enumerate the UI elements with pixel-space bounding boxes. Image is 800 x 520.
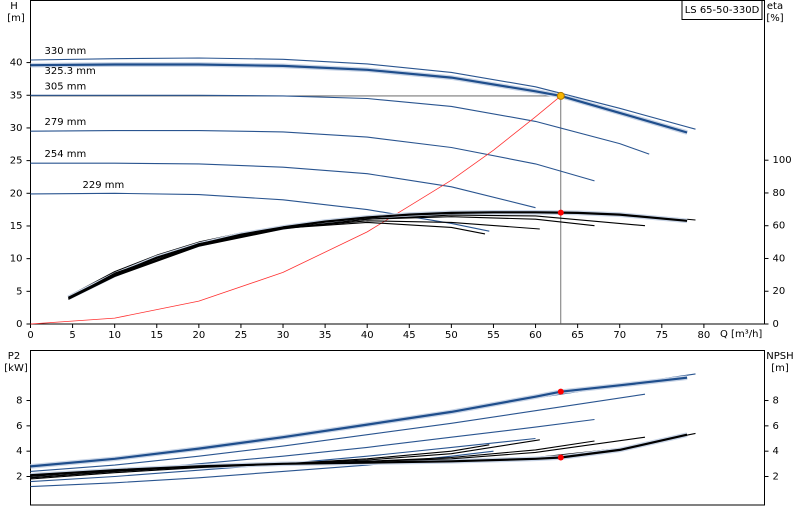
y-tick-label: 20: [10, 188, 23, 199]
curve-label: 279 mm: [45, 117, 87, 128]
curve: [30, 95, 562, 325]
y2-tick-label: 0: [773, 319, 779, 330]
duty-point: [556, 91, 565, 100]
y-tick-label: 10: [10, 254, 23, 265]
curve: [68, 216, 595, 300]
x-tick-label: 75: [655, 330, 668, 341]
curve: [30, 162, 536, 209]
x-tick-label: 25: [235, 330, 248, 341]
x-tick-label: 60: [529, 330, 542, 341]
y2-tick-label: 80: [773, 188, 786, 199]
x-tick-label: 0: [27, 330, 33, 341]
x-tick-label: 50: [445, 330, 458, 341]
curve-label: 254 mm: [45, 149, 87, 160]
x-tick-label: 15: [150, 330, 163, 341]
y-tick-label: 6: [16, 421, 22, 432]
curve-label: 330 mm: [45, 46, 87, 57]
y2-tick-label: 6: [773, 421, 779, 432]
x-tick-label: 20: [192, 330, 205, 341]
top-plot-frame: [30, 0, 765, 325]
y-axis-unit: [m]: [7, 13, 25, 24]
y2-tick-label: 60: [773, 221, 786, 232]
curve-label: 325.3 mm: [45, 66, 96, 77]
y2-tick-label: 8: [773, 396, 779, 407]
y2-tick-label: 20: [773, 286, 786, 297]
y-tick-label: 15: [10, 221, 23, 232]
curve: [30, 444, 490, 480]
y-tick-label: 4: [16, 446, 22, 457]
x-tick-label: 10: [108, 330, 121, 341]
chart-title: LS 65-50-330D: [685, 5, 760, 16]
y2-tick-label: 2: [773, 472, 779, 483]
x-tick-label: 40: [361, 330, 374, 341]
x-tick-label: 65: [571, 330, 584, 341]
y2-axis-label: eta: [767, 1, 783, 12]
y-tick-label: 30: [10, 123, 23, 134]
y2-tick-label: 100: [773, 155, 792, 166]
duty-point-npsh: [557, 454, 564, 461]
y2-tick-label: 4: [773, 446, 779, 457]
bottom-plot-frame: [30, 350, 765, 506]
y-tick-label: 35: [10, 90, 23, 101]
x-tick-label: 55: [487, 330, 500, 341]
x-tick-label: 80: [698, 330, 711, 341]
curve: [30, 63, 688, 134]
curve-label: 229 mm: [83, 180, 125, 191]
title-box: [681, 0, 763, 20]
duty-point-eta: [557, 209, 564, 216]
y-axis-label: P2: [8, 351, 20, 362]
x-tick-label: 70: [613, 330, 626, 341]
y2-axis-unit: [m]: [771, 363, 789, 374]
y-axis-label: H: [10, 1, 18, 12]
y2-axis-unit: [%]: [766, 13, 783, 24]
curve: [30, 192, 490, 232]
y-tick-label: 8: [16, 396, 22, 407]
y-tick-label: 25: [10, 156, 23, 167]
curve: [30, 57, 696, 130]
y-axis-unit: [kW]: [4, 363, 28, 374]
x-tick-label: 30: [277, 330, 290, 341]
x-tick-label: 45: [403, 330, 416, 341]
curve: [30, 393, 646, 472]
duty-point-p2: [557, 388, 564, 395]
y2-tick-label: 40: [773, 253, 786, 264]
y-tick-label: 5: [16, 286, 22, 297]
curve: [30, 130, 595, 182]
curve: [30, 94, 650, 155]
x-tick-label: 5: [69, 330, 75, 341]
y-tick-label: 0: [16, 319, 22, 330]
y-tick-label: 40: [10, 58, 23, 69]
x-tick-label: 35: [319, 330, 332, 341]
curve: [30, 376, 688, 468]
curve-label: 305 mm: [45, 81, 87, 92]
x-axis-label: Q [m³/h]: [720, 329, 762, 340]
y-tick-label: 2: [16, 472, 22, 483]
y2-axis-label: NPSH: [766, 351, 793, 362]
curve: [72, 221, 486, 297]
curve: [30, 450, 494, 488]
